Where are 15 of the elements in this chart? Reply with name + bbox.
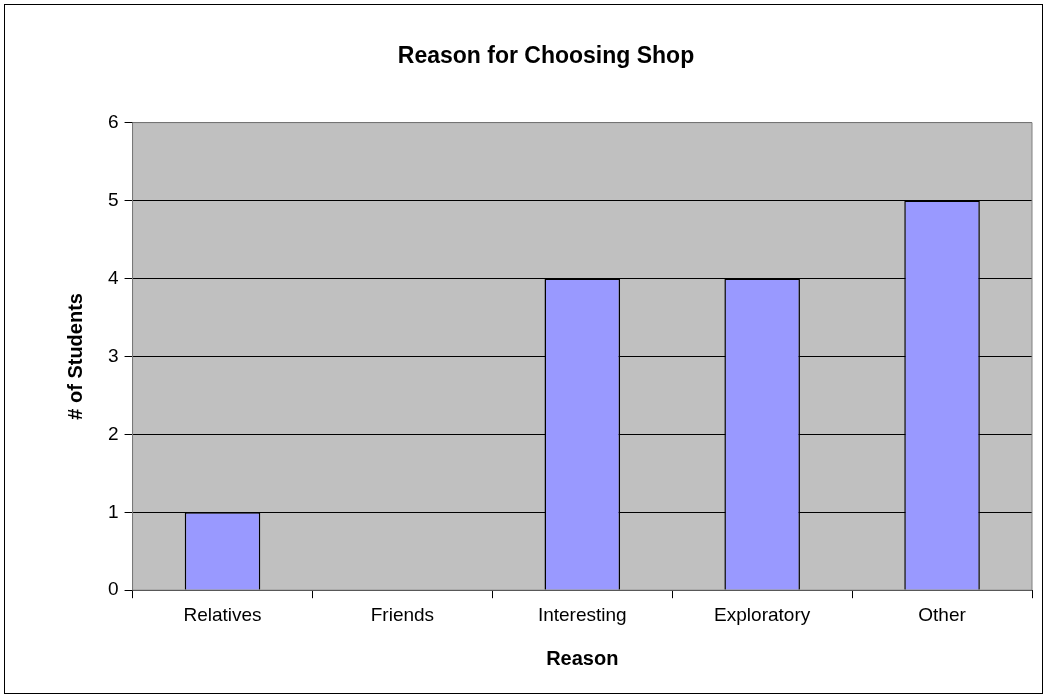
y-tick-label: 1 [107, 500, 119, 522]
x-tick-label: Relatives [183, 603, 262, 625]
y-tick-label: 6 [107, 110, 119, 132]
y-axis-title: # of Students [63, 293, 86, 420]
x-tick-label: Friends [370, 603, 435, 625]
y-tick-label: 3 [107, 344, 119, 366]
y-tick-label: 0 [107, 578, 119, 600]
chart-title: Reason for Choosing Shop [397, 42, 695, 69]
y-tick-label: 4 [107, 266, 119, 288]
x-tick-label: Other [918, 603, 967, 625]
y-tick-label: 5 [107, 188, 119, 210]
y-tick-label: 2 [107, 422, 119, 444]
x-tick-label: Interesting [537, 603, 627, 625]
x-axis-title: Reason [546, 646, 619, 669]
x-tick-label: Exploratory [714, 603, 811, 625]
